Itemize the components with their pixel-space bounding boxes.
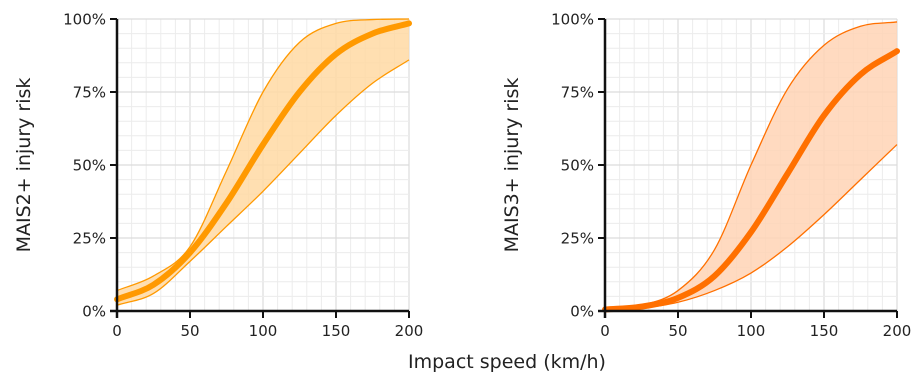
x-tick-label: 50 (180, 322, 199, 340)
upper-bound-line-mais2 (116, 18, 410, 292)
y-tick-label: 0% (570, 303, 594, 321)
y-ticks-mais2: 0% 25% 50% 75% 100% (63, 11, 117, 321)
y-tick-label: 100% (63, 11, 106, 29)
x-tick-label: 0 (112, 322, 122, 340)
lower-bound-line-mais2 (116, 59, 410, 306)
x-ticks-mais2: 0 50 100 150 200 (112, 311, 423, 340)
chart-mais3: 0% 25% 50% 75% 100% 0 50 100 150 200 MAIS3+ inju… (501, 11, 911, 341)
x-axis-label: Impact speed (km/h) (408, 351, 606, 373)
x-tick-label: 200 (395, 322, 424, 340)
x-tick-label: 100 (249, 322, 278, 340)
y-tick-label: 0% (82, 303, 106, 321)
y-ticks-mais3: 0% 25% 50% 75% 100% (551, 11, 605, 321)
x-tick-label: 0 (600, 322, 610, 340)
y-axis-label-mais3: MAIS3+ injury risk (501, 78, 523, 253)
x-ticks-mais3: 0 50 100 150 200 (600, 311, 911, 340)
y-tick-label: 25% (73, 230, 106, 248)
y-tick-label: 25% (561, 230, 594, 248)
x-tick-label: 50 (668, 322, 687, 340)
y-tick-label: 100% (551, 11, 594, 29)
estimate-line-mais3 (602, 48, 900, 313)
x-tick-label: 100 (737, 322, 766, 340)
y-tick-label: 50% (561, 157, 594, 175)
y-tick-label: 50% (73, 157, 106, 175)
x-tick-label: 150 (810, 322, 839, 340)
y-tick-label: 75% (73, 84, 106, 102)
confidence-band-mais2 (117, 19, 409, 306)
chart-mais2: 0% 25% 50% 75% 100% 0 50 100 150 200 MAIS2+ inju… (13, 11, 423, 341)
y-tick-label: 75% (561, 84, 594, 102)
x-tick-label: 200 (883, 322, 912, 340)
x-tick-label: 150 (322, 322, 351, 340)
y-axis-label-mais2: MAIS2+ injury risk (13, 78, 35, 253)
estimate-line-mais2 (114, 20, 412, 303)
